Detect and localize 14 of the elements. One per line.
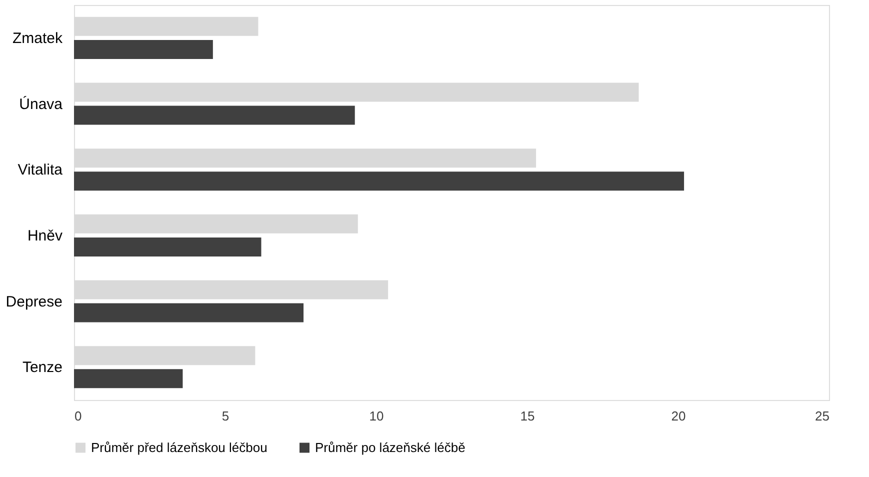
y-tick-label: Únava xyxy=(19,94,64,113)
legend-label: Průměr před lázeňskou léčbou xyxy=(91,440,268,455)
x-tick-label: 25 xyxy=(815,408,830,424)
y-tick-label: Deprese xyxy=(6,293,62,310)
x-tick-label: 5 xyxy=(222,408,230,424)
legend-label: Průměr po lázeňské léčbě xyxy=(315,440,466,455)
y-tick-label: Tenze xyxy=(22,359,62,376)
x-tick-label: 10 xyxy=(369,408,384,424)
x-tick-label: 15 xyxy=(520,408,535,424)
x-tick-label: 0 xyxy=(74,408,82,424)
y-tick-label: Hněv xyxy=(27,227,63,244)
x-tick-label: 20 xyxy=(671,408,686,424)
y-tick-label: Zmatek xyxy=(12,30,63,47)
y-tick-label: Vitalita xyxy=(18,162,64,179)
